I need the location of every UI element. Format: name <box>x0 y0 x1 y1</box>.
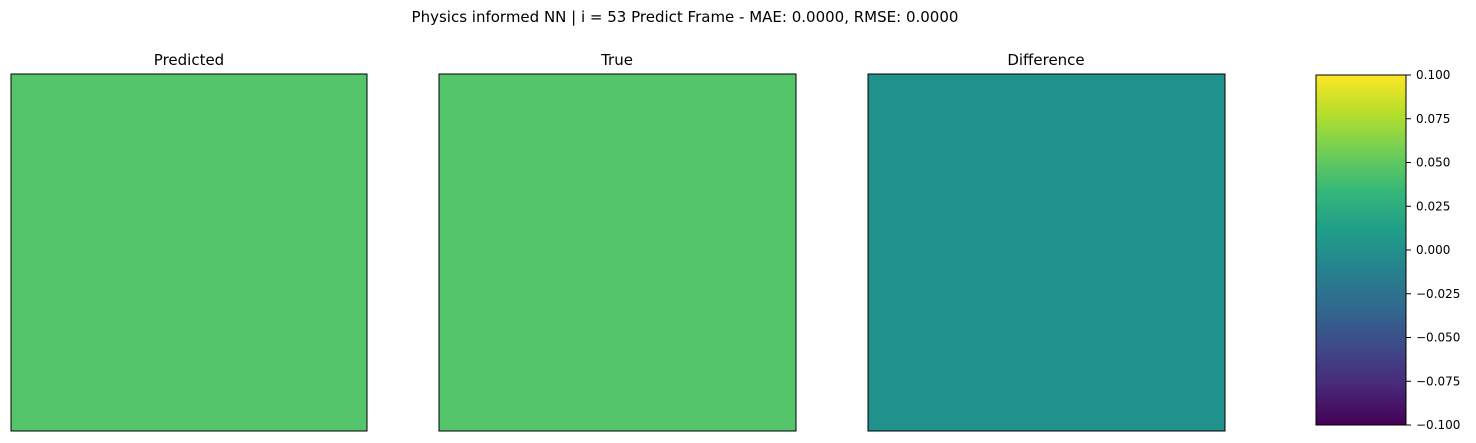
colorbar-tick-label: −0.100 <box>1416 418 1460 432</box>
colorbar-tick-label: 0.025 <box>1416 199 1450 213</box>
panel-true: True <box>438 51 797 432</box>
colorbar-tick-label: 0.000 <box>1416 243 1450 257</box>
colorbar-ticks: 0.100 0.075 0.050 0.025 0.000 −0.025 −0.050 −0.… <box>1406 68 1460 432</box>
colorbar-tick-label: −0.050 <box>1416 331 1460 345</box>
panel-title-difference: Difference <box>1007 51 1084 69</box>
heatmap-true <box>438 73 797 432</box>
colorbar-tick-label: 0.100 <box>1416 68 1450 82</box>
colorbar-tick-label: −0.025 <box>1416 287 1460 301</box>
colorbar-tick-label: −0.075 <box>1416 374 1460 388</box>
panel-title-true: True <box>600 51 633 69</box>
heatmap-predicted <box>10 73 368 432</box>
heatmap-difference <box>867 73 1226 432</box>
panel-title-predicted: Predicted <box>154 51 224 69</box>
colorbar-tick-label: 0.075 <box>1416 112 1450 126</box>
colorbar-tick-label: 0.050 <box>1416 156 1450 170</box>
colorbar: 0.100 0.075 0.050 0.025 0.000 −0.025 −0.050 −0.… <box>1315 68 1460 432</box>
panel-difference: Difference <box>867 51 1226 432</box>
colorbar-gradient <box>1315 74 1407 426</box>
figure-suptitle: Physics informed NN | i = 53 Predict Fra… <box>412 8 959 26</box>
panel-predicted: Predicted <box>10 51 368 432</box>
